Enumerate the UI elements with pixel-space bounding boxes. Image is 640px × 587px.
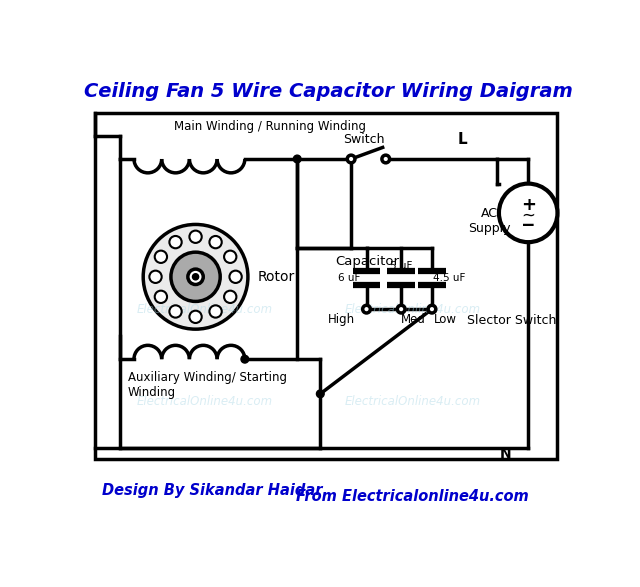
Circle shape: [230, 271, 242, 283]
Text: Main Winding / Running Winding: Main Winding / Running Winding: [174, 120, 366, 133]
Circle shape: [363, 305, 371, 313]
Text: Switch: Switch: [344, 133, 385, 146]
Circle shape: [348, 155, 355, 163]
Text: 5 uF: 5 uF: [390, 261, 412, 271]
Circle shape: [143, 224, 248, 329]
Circle shape: [293, 155, 301, 163]
Circle shape: [224, 251, 236, 263]
Text: Ceiling Fan 5 Wire Capacitor Wiring Daigram: Ceiling Fan 5 Wire Capacitor Wiring Daig…: [84, 83, 572, 102]
Circle shape: [224, 291, 236, 303]
Text: L: L: [458, 132, 468, 147]
Circle shape: [241, 355, 249, 363]
Circle shape: [428, 305, 436, 313]
Text: ElectricalOnline4u.com: ElectricalOnline4u.com: [344, 395, 481, 408]
Circle shape: [209, 236, 221, 248]
Circle shape: [316, 390, 324, 397]
Text: ElectricalOnline4u.com: ElectricalOnline4u.com: [344, 303, 481, 316]
Text: Low: Low: [433, 313, 456, 326]
Circle shape: [189, 311, 202, 323]
Text: Capacitor: Capacitor: [336, 255, 400, 268]
Circle shape: [397, 305, 405, 313]
Circle shape: [193, 274, 198, 280]
Bar: [95, 113, 557, 459]
Circle shape: [188, 269, 204, 285]
Text: Design By Sikandar Haidar: Design By Sikandar Haidar: [102, 483, 323, 498]
Text: Med: Med: [401, 313, 426, 326]
Text: N: N: [499, 447, 511, 461]
Text: ~: ~: [521, 206, 535, 224]
Text: 4.5 uF: 4.5 uF: [433, 274, 465, 284]
Circle shape: [382, 155, 390, 163]
Text: Slector Switch: Slector Switch: [467, 314, 556, 327]
Text: Rotor: Rotor: [257, 270, 294, 284]
Circle shape: [155, 291, 167, 303]
Circle shape: [170, 236, 182, 248]
Text: Auxiliary Winding/ Starting
Winding: Auxiliary Winding/ Starting Winding: [128, 370, 287, 399]
Text: ElectricalOnline4u.com: ElectricalOnline4u.com: [137, 395, 273, 408]
Text: +: +: [521, 196, 536, 214]
Circle shape: [209, 305, 221, 318]
Circle shape: [149, 271, 162, 283]
Text: 6 uF: 6 uF: [339, 274, 361, 284]
Text: From Electricalonline4u.com: From Electricalonline4u.com: [296, 489, 529, 504]
Circle shape: [499, 184, 557, 242]
Circle shape: [170, 305, 182, 318]
Circle shape: [189, 231, 202, 243]
Circle shape: [155, 251, 167, 263]
Text: AC
Supply: AC Supply: [468, 207, 511, 235]
Text: ‒: ‒: [522, 216, 534, 234]
Text: ElectricalOnline4u.com: ElectricalOnline4u.com: [137, 303, 273, 316]
Text: High: High: [328, 313, 355, 326]
Circle shape: [171, 252, 220, 302]
